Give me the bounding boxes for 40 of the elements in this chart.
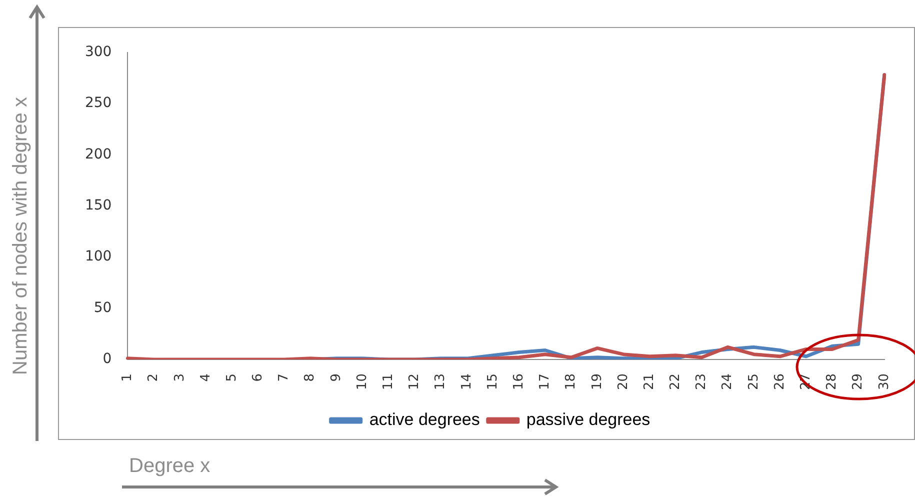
x-axis-title: Degree x — [129, 455, 210, 478]
x-tick-label: 12 — [407, 373, 422, 390]
x-tick-label: 9 — [328, 373, 344, 382]
x-tick-label: 15 — [485, 373, 500, 390]
y-tick-label: 100 — [84, 248, 112, 265]
x-tick-label: 11 — [381, 373, 396, 390]
y-tick-label: 200 — [84, 146, 112, 162]
legend-label: passive degrees — [526, 410, 650, 430]
x-tick-label: 17 — [538, 373, 553, 390]
x-tick-label: 26 — [772, 373, 788, 390]
x-tick-label: 28 — [824, 373, 840, 390]
y-axis-title: Number of nodes with degree x — [10, 97, 32, 375]
x-tick-label: 29 — [850, 373, 866, 390]
x-tick-label: 20 — [616, 373, 631, 390]
x-tick-label: 23 — [694, 373, 710, 390]
x-tick-label: 13 — [433, 373, 448, 390]
x-tick-label: 30 — [876, 373, 892, 390]
x-tick-label: 18 — [564, 373, 579, 390]
y-tick-label: 150 — [84, 198, 112, 214]
x-tick-label: 2 — [146, 373, 162, 382]
legend-label: active degrees — [369, 410, 480, 430]
x-tick-label: 8 — [302, 373, 318, 382]
y-tick-label: 50 — [94, 300, 112, 316]
x-tick-label: 6 — [250, 373, 266, 382]
x-tick-label: 7 — [276, 373, 292, 382]
x-tick-label: 25 — [746, 373, 762, 390]
x-tick-label: 21 — [642, 373, 657, 390]
x-tick-label: 14 — [459, 373, 474, 390]
x-tick-label: 5 — [224, 373, 240, 382]
x-tick-label: 19 — [590, 373, 605, 390]
y-tick-label: 0 — [102, 351, 112, 368]
x-tick-label: 24 — [720, 373, 736, 390]
y-tick-label: 250 — [84, 95, 112, 112]
x-tick-label: 4 — [198, 373, 214, 382]
x-tick-label: 1 — [120, 373, 136, 382]
y-tick-label: 300 — [84, 44, 112, 60]
x-tick-label: 10 — [354, 373, 370, 390]
x-tick-label: 22 — [668, 373, 684, 390]
x-tick-label: 16 — [511, 373, 526, 390]
x-tick-label: 3 — [172, 373, 188, 382]
